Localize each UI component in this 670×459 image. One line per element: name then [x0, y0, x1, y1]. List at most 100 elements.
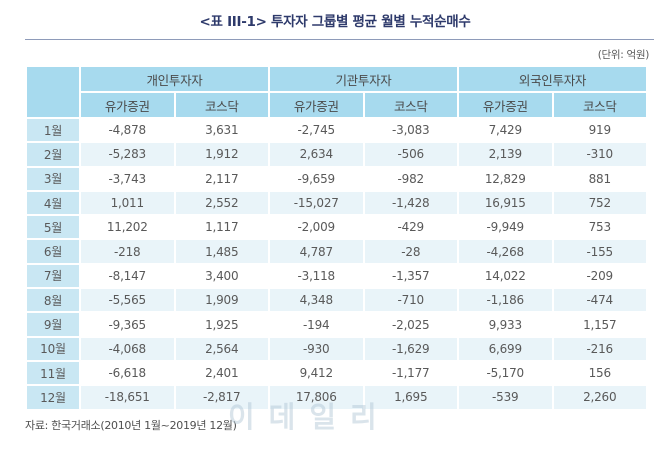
value-cell: -9,365 [81, 313, 174, 336]
subheader-kospi-individual: 유가증권 [81, 93, 174, 117]
value-cell: 9,412 [270, 361, 363, 385]
month-cell: 12월 [27, 386, 79, 409]
month-cell: 2월 [27, 143, 79, 166]
value-cell: -155 [553, 240, 646, 263]
table-row: 2월 -5,283 1,912 2,634 -506 2,139 -310 [27, 143, 646, 166]
month-cell: 11월 [27, 361, 79, 385]
value-cell: 1,909 [175, 289, 268, 312]
value-cell: -2,817 [175, 386, 268, 409]
subheader-kosdaq-foreign: 코스닥 [553, 93, 646, 117]
title-divider-line [25, 39, 654, 40]
subheader-kospi-foreign: 유가증권 [459, 93, 552, 117]
value-cell: -18,651 [81, 386, 174, 409]
value-cell: -310 [553, 143, 646, 166]
value-cell: 2,401 [175, 361, 268, 385]
month-cell: 3월 [27, 167, 79, 190]
value-cell: 11,202 [81, 216, 174, 239]
value-cell: -216 [553, 337, 646, 360]
value-cell: 3,400 [175, 264, 268, 288]
table-row: 6월 -218 1,485 4,787 -28 -4,268 -155 [27, 240, 646, 263]
month-cell: 5월 [27, 216, 79, 239]
value-cell: 3,631 [175, 119, 268, 142]
investor-net-purchase-table: 개인투자자 기관투자자 외국인투자자 유가증권 코스닥 유가증권 코스닥 유가증… [25, 65, 648, 411]
value-cell: 9,933 [459, 313, 552, 336]
value-cell: 1,485 [175, 240, 268, 263]
value-cell: 1,117 [175, 216, 268, 239]
table-row: 7월 -8,147 3,400 -3,118 -1,357 14,022 -20… [27, 264, 646, 288]
value-cell: -982 [364, 167, 457, 190]
value-cell: -5,565 [81, 289, 174, 312]
value-cell: -3,118 [270, 264, 363, 288]
value-cell: -28 [364, 240, 457, 263]
value-cell: 919 [553, 119, 646, 142]
value-cell: 14,022 [459, 264, 552, 288]
table-row: 4월 1,011 2,552 -15,027 -1,428 16,915 752 [27, 191, 646, 215]
month-cell: 1월 [27, 119, 79, 142]
value-cell: -1,357 [364, 264, 457, 288]
value-cell: -930 [270, 337, 363, 360]
table-body: 1월 -4,878 3,631 -2,745 -3,083 7,429 919 … [27, 119, 646, 409]
value-cell: -1,629 [364, 337, 457, 360]
value-cell: 2,552 [175, 191, 268, 215]
unit-label: (단위: 억원) [597, 49, 650, 61]
value-cell: 17,806 [270, 386, 363, 409]
table-row: 10월 -4,068 2,564 -930 -1,629 6,699 -216 [27, 337, 646, 360]
group-header-row: 개인투자자 기관투자자 외국인투자자 [27, 67, 646, 117]
value-cell: 2,564 [175, 337, 268, 360]
value-cell: -710 [364, 289, 457, 312]
value-cell: 2,117 [175, 167, 268, 190]
table-row: 5월 11,202 1,117 -2,009 -429 -9,949 753 [27, 216, 646, 239]
table-title: <표 III-1> 투자자 그룹별 평균 월별 누적순매수 [199, 14, 471, 30]
value-cell: -5,283 [81, 143, 174, 166]
value-cell: 752 [553, 191, 646, 215]
value-cell: 2,634 [270, 143, 363, 166]
table-row: 1월 -4,878 3,631 -2,745 -3,083 7,429 919 [27, 119, 646, 142]
group-header-institution: 기관투자자 [270, 67, 457, 91]
value-cell: -2,025 [364, 313, 457, 336]
value-cell: 1,695 [364, 386, 457, 409]
value-cell: -194 [270, 313, 363, 336]
month-cell: 10월 [27, 337, 79, 360]
month-cell: 7월 [27, 264, 79, 288]
value-cell: -2,745 [270, 119, 363, 142]
source-note: 자료: 한국거래소(2010년 1월~2019년 12월) [25, 418, 237, 432]
table-row: 12월 -18,651 -2,817 17,806 1,695 -539 2,2… [27, 386, 646, 409]
value-cell: 1,157 [553, 313, 646, 336]
corner-cell [27, 67, 79, 117]
group-header-foreign: 외국인투자자 [459, 67, 646, 91]
value-cell: -1,177 [364, 361, 457, 385]
value-cell: -3,083 [364, 119, 457, 142]
value-cell: 2,139 [459, 143, 552, 166]
value-cell: 2,260 [553, 386, 646, 409]
value-cell: -5,170 [459, 361, 552, 385]
month-cell: 8월 [27, 289, 79, 312]
market-header-row: 유가증권 코스닥 유가증권 코스닥 유가증권 코스닥 [27, 93, 646, 117]
value-cell: 12,829 [459, 167, 552, 190]
month-cell: 4월 [27, 191, 79, 215]
value-cell: 7,429 [459, 119, 552, 142]
value-cell: -15,027 [270, 191, 363, 215]
value-cell: -1,428 [364, 191, 457, 215]
table-row: 8월 -5,565 1,909 4,348 -710 -1,186 -474 [27, 289, 646, 312]
value-cell: 156 [553, 361, 646, 385]
value-cell: 1,011 [81, 191, 174, 215]
group-header-individual: 개인투자자 [81, 67, 268, 91]
value-cell: -4,068 [81, 337, 174, 360]
value-cell: 881 [553, 167, 646, 190]
value-cell: -539 [459, 386, 552, 409]
value-cell: -506 [364, 143, 457, 166]
table-row: 11월 -6,618 2,401 9,412 -1,177 -5,170 156 [27, 361, 646, 385]
subheader-kospi-institution: 유가증권 [270, 93, 363, 117]
value-cell: 1,925 [175, 313, 268, 336]
table-header: 개인투자자 기관투자자 외국인투자자 유가증권 코스닥 유가증권 코스닥 유가증… [27, 67, 646, 117]
value-cell: 1,912 [175, 143, 268, 166]
value-cell: -9,659 [270, 167, 363, 190]
value-cell: 6,699 [459, 337, 552, 360]
value-cell: -4,878 [81, 119, 174, 142]
value-cell: 4,348 [270, 289, 363, 312]
value-cell: -6,618 [81, 361, 174, 385]
table-row: 3월 -3,743 2,117 -9,659 -982 12,829 881 [27, 167, 646, 190]
value-cell: -474 [553, 289, 646, 312]
subheader-kosdaq-institution: 코스닥 [364, 93, 457, 117]
